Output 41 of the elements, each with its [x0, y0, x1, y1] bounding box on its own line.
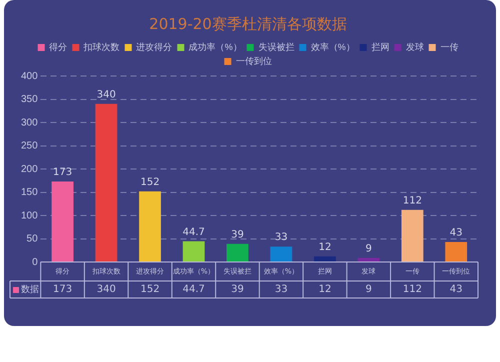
legend-label: 拦网	[371, 42, 390, 52]
annotation: 44.7	[182, 226, 205, 238]
y-tick-label: 400	[20, 70, 38, 82]
annotation: 173	[53, 167, 72, 178]
chart-title: 2019-20赛季杜清清各项数据	[149, 14, 347, 33]
annotation: 340	[96, 89, 116, 100]
y-tick-label: 100	[20, 210, 38, 222]
y-tick-label: 350	[20, 94, 38, 105]
legend-label: 失误被拦	[258, 42, 294, 52]
data-label: 152	[140, 284, 160, 296]
data-label: 33	[274, 284, 288, 296]
annotation: 12	[318, 242, 332, 254]
annotation: 43	[450, 228, 462, 239]
legend-label: 扣球次数	[82, 42, 120, 52]
annotation: 152	[140, 176, 160, 188]
y-tick-label: 0	[32, 256, 38, 268]
y-tick-label: 200	[20, 164, 38, 175]
y-tick-label: 150	[20, 187, 38, 198]
data-label: 340	[96, 284, 116, 296]
annotation: 112	[402, 196, 422, 207]
legend-label: 成功率（%）	[188, 42, 242, 52]
legend-label: 发球	[406, 42, 424, 52]
data-label: 9	[365, 284, 372, 296]
legend-label: 得分	[49, 42, 68, 52]
annotation: 33	[274, 232, 288, 244]
y-tick-label: 50	[26, 234, 38, 244]
y-tick-label: 300	[20, 117, 38, 128]
text: 数据	[21, 284, 39, 295]
legend-label: 一传	[440, 42, 458, 52]
legend-label: 一传到位	[236, 56, 272, 66]
data-label: 173	[53, 284, 72, 296]
legend-label: 效率（%）	[310, 42, 355, 52]
data-label: 43	[450, 284, 462, 296]
annotation: 39	[231, 229, 244, 240]
legend-label: 进攻得分	[136, 42, 172, 52]
data-label: 12	[318, 284, 332, 296]
y-tick-label: 250	[20, 140, 38, 152]
data-label: 39	[231, 284, 244, 296]
data-label: 44.7	[182, 284, 205, 296]
annotation: 9	[365, 243, 372, 254]
data-label: 112	[402, 284, 422, 296]
